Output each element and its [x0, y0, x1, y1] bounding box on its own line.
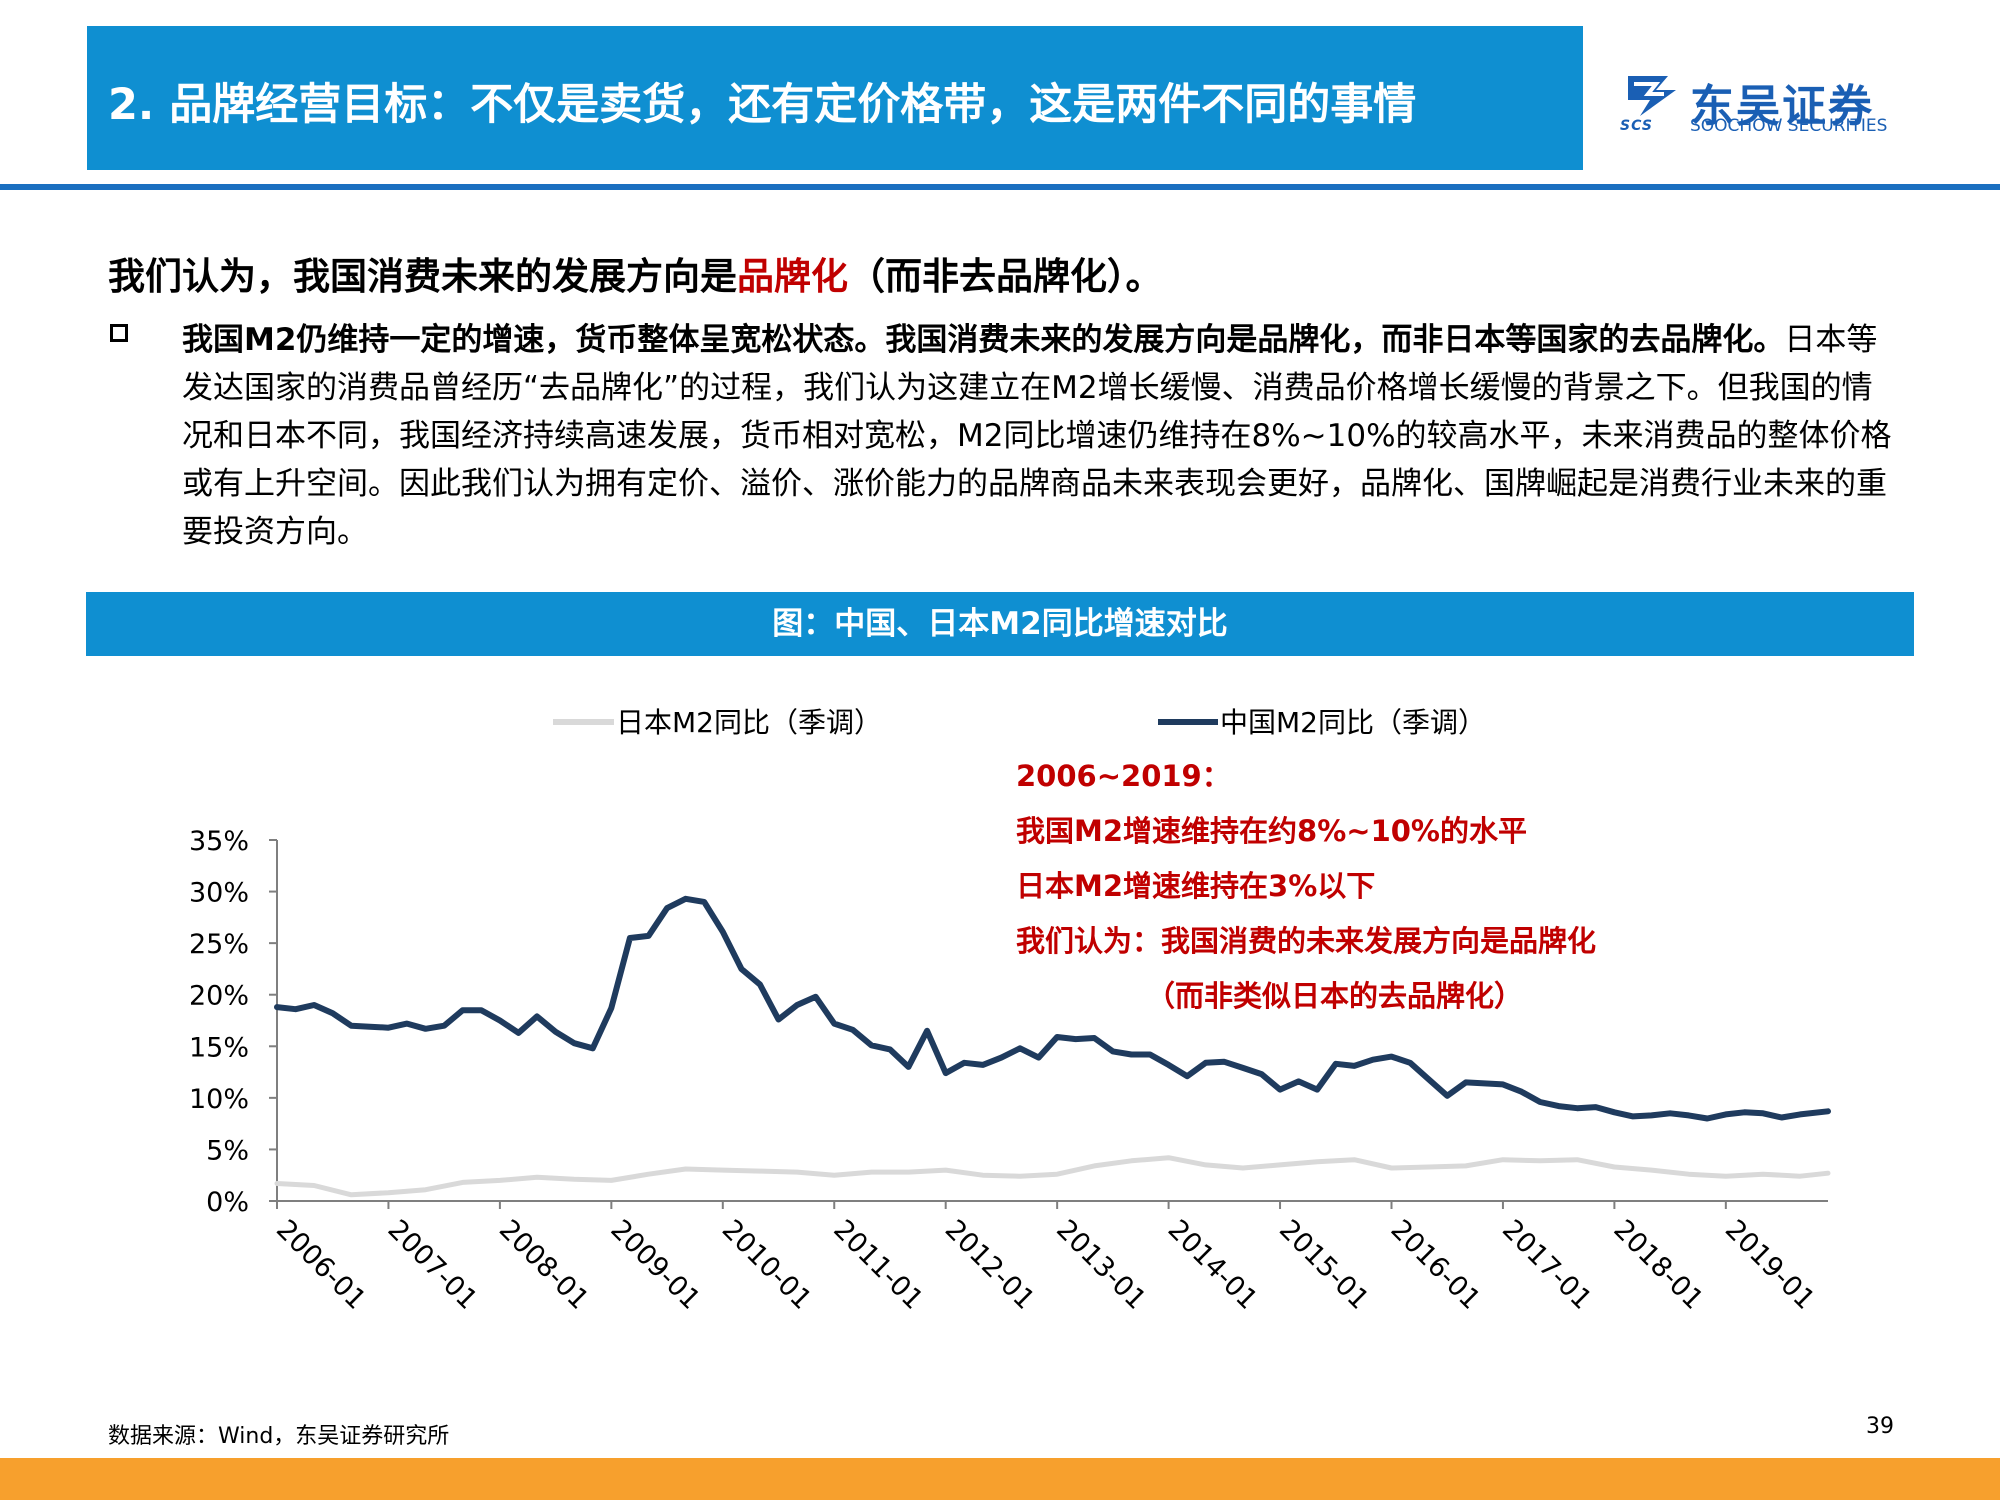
checkbox-bullet-icon — [110, 324, 128, 342]
figure-title-bar — [86, 592, 1914, 656]
x-tick-label: 2011-01 — [827, 1214, 929, 1316]
chart-legend: 日本M2同比（季调） 中国M2同比（季调） — [553, 706, 1486, 739]
x-tick-label: 2008-01 — [493, 1214, 595, 1316]
y-tick-label: 0% — [206, 1187, 249, 1218]
x-tick-label: 2006-01 — [270, 1214, 372, 1316]
y-tick-label: 15% — [189, 1032, 249, 1063]
headline-highlight: 品牌化 — [737, 255, 848, 298]
bullet-body: 日本等发达国家的消费品曾经历“去品牌化”的过程，我们认为这建立在M2增长缓慢、消… — [182, 322, 1892, 550]
x-tick-label: 2010-01 — [716, 1214, 818, 1316]
chart-annotation: 2006~2019： 我国M2增速维持在约8%~10%的水平 日本M2增速维持在… — [1016, 759, 1596, 1013]
headline-after: （而非去品牌化）。 — [848, 255, 1163, 298]
header-bar — [87, 26, 1583, 170]
logo-abbr: SCS — [1620, 118, 1653, 134]
x-tick-label: 2014-01 — [1162, 1214, 1264, 1316]
footer-bar — [0, 1458, 2000, 1500]
series-line-china — [274, 895, 1831, 1122]
annotation-line-5: （而非类似日本的去品牌化） — [1146, 979, 1523, 1013]
chart-axes: 0% 5% 10% 15% 20% 25% 30% 35% 2006-01 2007-01 2008… — [189, 826, 1828, 1316]
legend-japan-label: 日本M2同比（季调） — [616, 706, 882, 739]
annotation-line-2: 我国M2增速维持在约8%~10%的水平 — [1016, 814, 1527, 848]
legend-china-label: 中国M2同比（季调） — [1220, 706, 1486, 739]
x-tick-label: 2019-01 — [1719, 1214, 1821, 1316]
chart-series — [274, 895, 1831, 1198]
x-tick-label: 2015-01 — [1273, 1214, 1375, 1316]
headline-before: 我们认为，我国消费未来的发展方向是 — [108, 255, 737, 298]
data-source: 数据来源：Wind，东吴证券研究所 — [108, 1424, 450, 1449]
bullet-lead: 我国M2仍维持一定的增速，货币整体呈宽松状态。我国消费未来的发展方向是品牌化，而… — [182, 322, 1785, 358]
figure-title: 图：中国、日本M2同比增速对比 — [772, 606, 1228, 642]
y-tick-label: 20% — [189, 981, 249, 1012]
y-tick-label: 5% — [206, 1135, 249, 1166]
x-tick-label: 2013-01 — [1050, 1214, 1152, 1316]
y-tick-label: 30% — [189, 878, 249, 909]
scs-logo-icon — [1628, 76, 1676, 116]
x-tick-label: 2007-01 — [381, 1214, 483, 1316]
annotation-line-3: 日本M2增速维持在3%以下 — [1016, 869, 1375, 903]
logo-chinese-name: 东吴证券 — [1690, 81, 1874, 132]
page-number: 39 — [1866, 1414, 1894, 1439]
header-rule — [0, 184, 2000, 190]
annotation-line-1: 2006~2019： — [1016, 759, 1231, 793]
soochow-logo: SCS 东吴证券 SOOCHOW SECURITIES — [1618, 70, 1898, 140]
x-tick-label: 2017-01 — [1496, 1214, 1598, 1316]
x-tick-label: 2016-01 — [1385, 1214, 1487, 1316]
y-tick-label: 25% — [189, 929, 249, 960]
y-tick-label: 10% — [189, 1084, 249, 1115]
page-title: 2. 品牌经营目标：不仅是卖货，还有定价格带，这是两件不同的事情 — [108, 80, 1417, 130]
x-tick-label: 2009-01 — [604, 1214, 706, 1316]
annotation-line-4: 我们认为：我国消费的未来发展方向是品牌化 — [1016, 924, 1596, 958]
logo-english-name: SOOCHOW SECURITIES — [1690, 116, 1888, 136]
x-tick-label: 2012-01 — [939, 1214, 1041, 1316]
y-tick-label: 35% — [189, 826, 249, 857]
series-line-japan — [274, 1155, 1831, 1198]
bullet-paragraph: 我国M2仍维持一定的增速，货币整体呈宽松状态。我国消费未来的发展方向是品牌化，而… — [182, 316, 1902, 556]
headline: 我们认为，我国消费未来的发展方向是品牌化（而非去品牌化）。 — [108, 246, 1163, 300]
x-tick-label: 2018-01 — [1607, 1214, 1709, 1316]
